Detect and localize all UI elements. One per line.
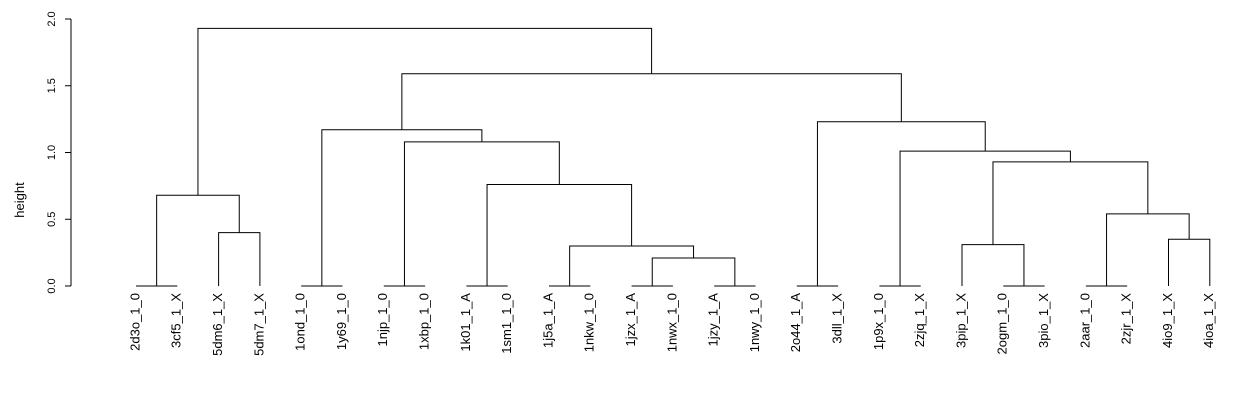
leaf-label: 5dm7_1_X: [251, 293, 266, 356]
leaf-label: 4io9_1_X: [1160, 293, 1175, 348]
leaf-label: 1y69_1_0: [334, 293, 349, 350]
y-axis: 0.0 0.5 1.0 1.5 2.0: [46, 11, 72, 294]
dendrogram-link: [1106, 213, 1190, 286]
dendrogram-link: [486, 184, 633, 286]
leaf-label: 1jzx_1_A: [623, 293, 638, 347]
dendrogram-link: [156, 194, 240, 286]
dendrogram-link: [1168, 238, 1211, 286]
leaf-labels: 2d3o_1_0 3cf5_1_X 5dm6_1_X 5dm7_1_X 1ond_1_0…: [127, 293, 1216, 356]
y-tick-label: 1.5: [46, 78, 58, 93]
dendrogram-link: [321, 129, 483, 286]
leaf-label: 2o44_1_A: [788, 293, 803, 353]
leaf-label: 5dm6_1_X: [210, 293, 225, 356]
leaf-label: 3cf5_1_X: [169, 293, 184, 348]
leaf-label: 2zjq_1_X: [912, 293, 927, 348]
leaf-label: 4ioa_1_X: [1201, 293, 1216, 348]
leaf-label: 1ond_1_0: [293, 293, 308, 351]
dendrogram-link: [899, 150, 1071, 286]
y-axis-label: height: [12, 182, 27, 218]
leaf-label: 2d3o_1_0: [127, 293, 142, 351]
dendrogram-link: [218, 232, 261, 286]
dendrogram-link: [197, 27, 653, 196]
dendrogram-link: [961, 244, 1025, 286]
dendrogram-link: [651, 257, 736, 286]
y-tick-label: 0.0: [46, 278, 58, 293]
leaf-label: 1nwy_1_0: [747, 293, 762, 352]
leaf-label: 2ogm_1_0: [995, 293, 1010, 354]
leaf-label: 1sm1_1_0: [499, 293, 514, 354]
leaf-label: 2aar_1_0: [1077, 293, 1092, 348]
y-tick-label: 0.5: [46, 212, 58, 227]
leaf-label: 1xbp_1_0: [417, 293, 432, 350]
leaf-label: 1j5a_1_A: [540, 293, 555, 348]
leaf-label: 1k01_1_A: [458, 293, 473, 352]
dendrogram-link: [992, 161, 1149, 245]
dendrogram-link: [569, 245, 695, 286]
leaf-label: 1p9x_1_0: [871, 293, 886, 350]
dendrogram-tree: [136, 27, 1211, 287]
leaf-label: 1njp_1_0: [375, 293, 390, 347]
leaf-label: 1jzy_1_A: [706, 293, 721, 347]
leaf-label: 1nkw_1_0: [582, 293, 597, 352]
leaf-label: 3pip_1_X: [953, 293, 968, 348]
y-tick-label: 2.0: [46, 11, 58, 26]
dendrogram-link: [816, 121, 986, 286]
leaf-label: 1nwx_1_0: [664, 293, 679, 352]
leaf-label: 2zjr_1_X: [1119, 293, 1134, 345]
leaf-label: 3pio_1_X: [1036, 293, 1051, 348]
y-tick-label: 1.0: [46, 145, 58, 160]
dendrogram-link: [403, 141, 560, 286]
leaf-label: 3dll_1_X: [830, 293, 845, 344]
